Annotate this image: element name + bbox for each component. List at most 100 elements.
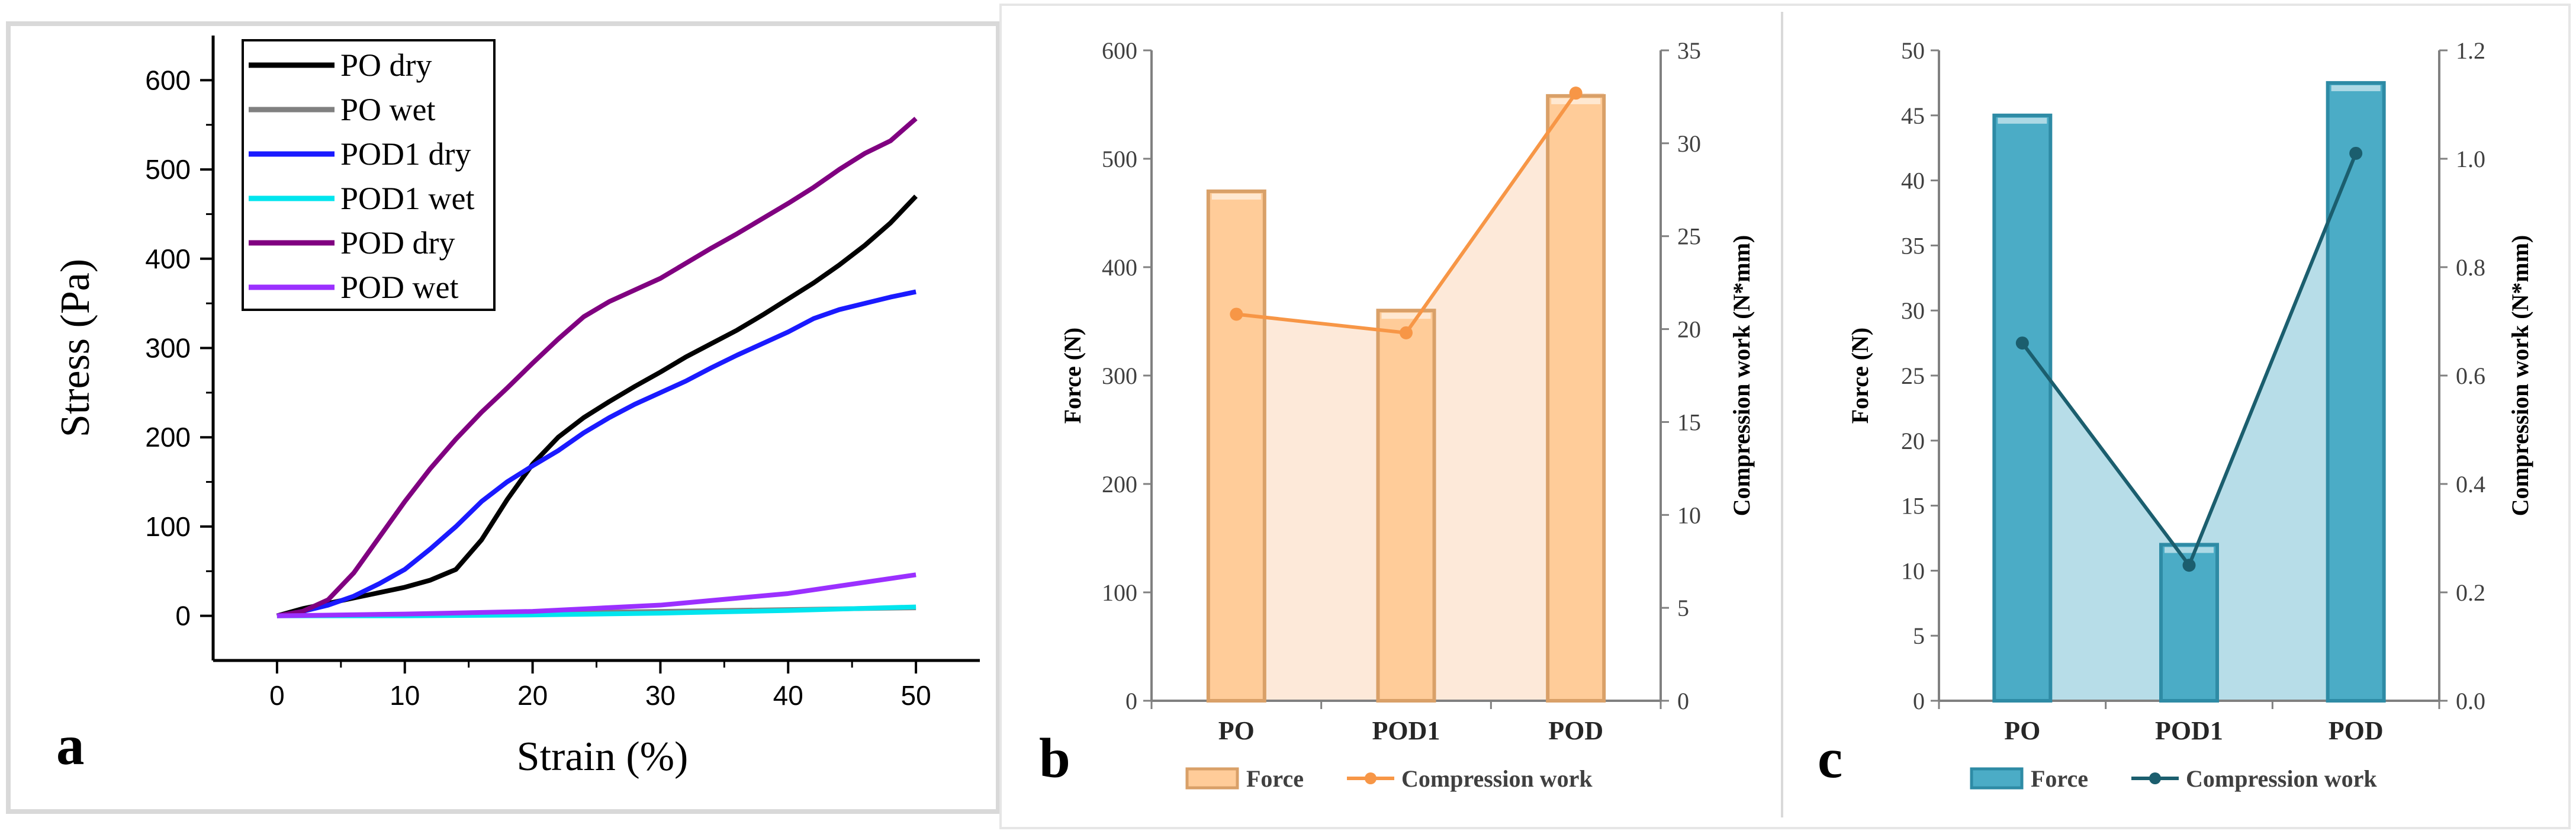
x-tick-label: 0 — [269, 680, 285, 711]
compression-work-point-po — [2015, 336, 2029, 350]
y2-tick-label: 5 — [1677, 595, 1689, 621]
y-tick-label: 300 — [145, 333, 191, 364]
y-tick-label: 200 — [145, 422, 191, 453]
y-axis-label: Stress (Pa) — [53, 259, 98, 437]
legend-swatch-marker — [1365, 772, 1377, 784]
y-tick-label: 400 — [145, 243, 191, 274]
y2-tick-label: 30 — [1677, 130, 1701, 157]
compression-work-point-pod — [1569, 86, 1583, 100]
panel-label-a: a — [56, 714, 85, 777]
y2-tick-label: 0.0 — [2456, 688, 2485, 714]
force-bar-highlight — [2165, 547, 2214, 553]
y2-tick-label: 0.2 — [2456, 579, 2485, 606]
panel-label-b: b — [1039, 727, 1070, 790]
force-bar-pod — [2326, 81, 2386, 703]
legend-label: PO wet — [340, 92, 436, 127]
legend-swatch-force — [1185, 767, 1239, 790]
y-tick-label: 100 — [145, 511, 191, 542]
y-axis-label: Force (N) — [1847, 328, 1873, 424]
force-bar-highlight — [1211, 193, 1261, 200]
force-bar-highlight — [2331, 85, 2381, 91]
y-tick-label: 50 — [1901, 37, 1925, 64]
y-tick-label: 100 — [1102, 579, 1137, 606]
force-bar-po — [1992, 113, 2053, 703]
series-line-pod-wet — [276, 572, 916, 618]
series-line-po-dry — [276, 194, 918, 618]
x-tick-label: 20 — [517, 680, 548, 711]
compression-work-point-pod1 — [1400, 326, 1413, 339]
category-label: PO — [2004, 716, 2040, 745]
x-tick-label: 10 — [390, 680, 420, 711]
legend-label: Compression work — [1401, 765, 1593, 792]
y2-tick-label: 1.2 — [2456, 37, 2485, 64]
category-label: PO — [1218, 716, 1255, 745]
category-label: POD — [1548, 716, 1603, 745]
y2-tick-label: 0.4 — [2456, 471, 2485, 498]
compression-work-point-pod — [2349, 146, 2363, 160]
category-label: POD1 — [1372, 716, 1440, 745]
x-tick-label: 50 — [901, 680, 931, 711]
y2-tick-label: 20 — [1677, 316, 1701, 343]
force-bar-po — [1206, 189, 1266, 703]
compression-work-point-pod1 — [2182, 559, 2196, 572]
y-tick-label: 0 — [1913, 688, 1925, 714]
force-bar-pod1 — [1376, 309, 1436, 703]
y-tick-label: 0 — [1125, 688, 1137, 714]
x-tick-label: 30 — [645, 680, 676, 711]
y-tick-label: 400 — [1102, 254, 1137, 281]
y-tick-label: 30 — [1901, 297, 1925, 324]
legend-box — [242, 39, 496, 311]
legend-label: POD1 dry — [340, 136, 471, 172]
y2-tick-label: 0 — [1677, 688, 1689, 714]
y-tick-label: 600 — [145, 65, 191, 95]
y-tick-label: 500 — [1102, 146, 1137, 172]
category-label: POD1 — [2155, 716, 2223, 745]
y-tick-label: 300 — [1102, 363, 1137, 389]
y-tick-label: 15 — [1901, 493, 1925, 519]
compression-work-area — [1994, 153, 2384, 701]
y2-axis-label: Compression work (N*mm) — [1728, 235, 1755, 517]
y-tick-label: 0 — [175, 601, 191, 631]
force-bar-pod — [1546, 94, 1606, 703]
x-tick-label: 40 — [773, 680, 803, 711]
force-bar-highlight — [1998, 117, 2047, 124]
y2-tick-label: 15 — [1677, 409, 1701, 435]
y-tick-label: 25 — [1901, 363, 1925, 389]
y-axis-label: Force (N) — [1059, 328, 1086, 424]
force-bar-highlight — [1551, 98, 1601, 104]
series-line-pod1-dry — [276, 289, 916, 618]
y2-tick-label: 0.6 — [2456, 363, 2485, 389]
legend-label: POD wet — [340, 270, 459, 305]
y-tick-label: 5 — [1913, 623, 1925, 649]
legend-label: POD1 wet — [340, 181, 475, 216]
y-tick-label: 20 — [1901, 428, 1925, 454]
y-tick-label: 35 — [1901, 232, 1925, 259]
legend-swatch-force — [1970, 767, 2024, 790]
force-bar-highlight — [1381, 313, 1431, 319]
y2-axis-label: Compression work (N*mm) — [2507, 235, 2533, 517]
legend-label: Compression work — [2186, 765, 2377, 792]
legend-label: POD dry — [340, 225, 455, 261]
panel-a-frame — [6, 21, 1001, 814]
y2-tick-label: 25 — [1677, 223, 1701, 250]
y2-tick-label: 0.8 — [2456, 254, 2485, 281]
y-tick-label: 40 — [1901, 168, 1925, 194]
legend-swatch-marker — [2149, 772, 2161, 784]
compression-work-point-po — [1230, 307, 1243, 321]
panel-c: 0 5 10 15 20 25 30 35 40 45 50 0.0 0.2 0.4 0.6 0.8 1.0 1.… — [1818, 37, 2533, 792]
panel-label-c: c — [1818, 727, 1842, 790]
x-axis-label: Strain (%) — [517, 734, 689, 780]
y-tick-label: 600 — [1102, 37, 1137, 64]
legend-label: Force — [1246, 765, 1304, 792]
legend-label: PO dry — [340, 47, 432, 83]
y-tick-label: 45 — [1901, 102, 1925, 129]
y2-tick-label: 35 — [1677, 37, 1701, 64]
series-line-pod-dry — [276, 117, 918, 618]
y2-tick-label: 1.0 — [2456, 146, 2485, 172]
y-tick-label: 10 — [1901, 557, 1925, 584]
panel-bc-frame — [999, 4, 2571, 829]
y-tick-label: 500 — [145, 154, 191, 185]
panel-b: 0 100 200 300 400 500 600 0 5 10 15 20 25 30 35 PO POD1 P… — [1039, 37, 1755, 792]
